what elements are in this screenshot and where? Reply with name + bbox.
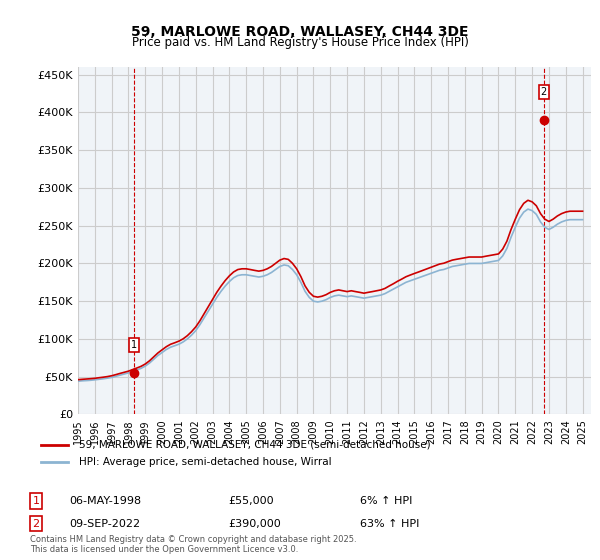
Text: 6% ↑ HPI: 6% ↑ HPI: [360, 496, 412, 506]
Text: 59, MARLOWE ROAD, WALLASEY, CH44 3DE: 59, MARLOWE ROAD, WALLASEY, CH44 3DE: [131, 25, 469, 39]
Text: 2: 2: [32, 519, 40, 529]
Text: Contains HM Land Registry data © Crown copyright and database right 2025.
This d: Contains HM Land Registry data © Crown c…: [30, 535, 356, 554]
Text: 2: 2: [541, 87, 547, 97]
Text: Price paid vs. HM Land Registry's House Price Index (HPI): Price paid vs. HM Land Registry's House …: [131, 36, 469, 49]
Text: 06-MAY-1998: 06-MAY-1998: [69, 496, 141, 506]
Text: £55,000: £55,000: [228, 496, 274, 506]
Text: 1: 1: [131, 340, 137, 350]
Text: 63% ↑ HPI: 63% ↑ HPI: [360, 519, 419, 529]
Text: 1: 1: [32, 496, 40, 506]
Text: 09-SEP-2022: 09-SEP-2022: [69, 519, 140, 529]
Text: HPI: Average price, semi-detached house, Wirral: HPI: Average price, semi-detached house,…: [79, 457, 331, 467]
Text: 59, MARLOWE ROAD, WALLASEY, CH44 3DE (semi-detached house): 59, MARLOWE ROAD, WALLASEY, CH44 3DE (se…: [79, 440, 430, 450]
Text: £390,000: £390,000: [228, 519, 281, 529]
